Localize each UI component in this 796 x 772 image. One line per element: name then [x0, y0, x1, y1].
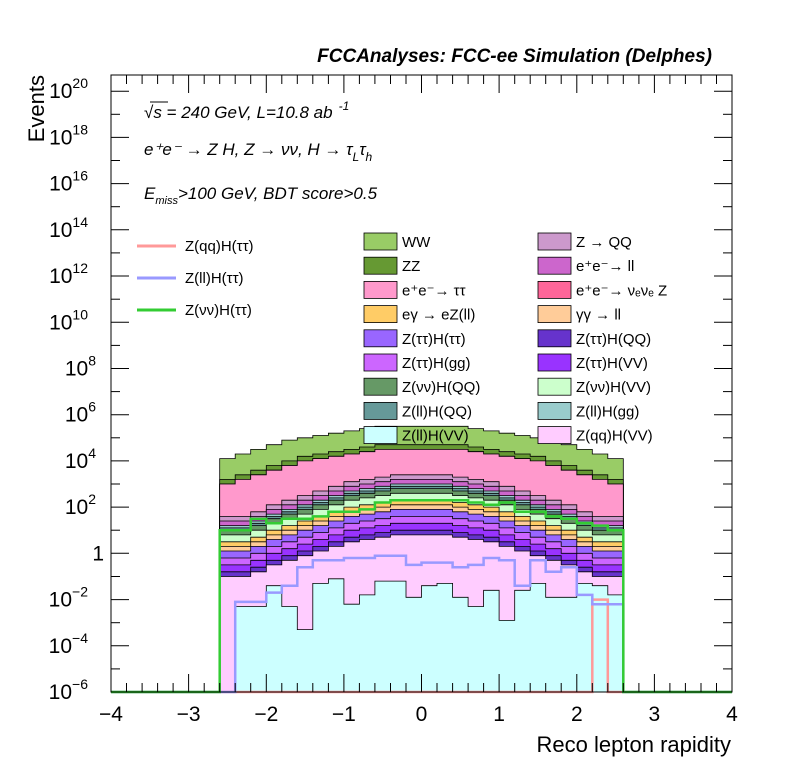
x-axis-label: Reco lepton rapidity — [537, 732, 731, 757]
legend-swatch — [537, 232, 572, 251]
legend-label: Z(ll)H(VV) — [402, 428, 469, 445]
svg-text:√s = 240 GeV, L=10.8 ab-1: √s = 240 GeV, L=10.8 ab -1 — [144, 99, 349, 122]
legend-signal-label: Z(νν)H(ττ) — [185, 302, 252, 319]
annotation-tau1-sub: L — [353, 150, 360, 164]
legend-label: e⁺e⁻→ νₑνₑ Z — [576, 282, 667, 299]
svg-text:Emiss>100 GeV, BDT score>0.5: Emiss>100 GeV, BDT score>0.5 — [144, 184, 378, 207]
y-tick-label: 1 — [92, 542, 104, 565]
line-z-ll-h — [111, 554, 732, 694]
legend-swatch — [537, 426, 572, 445]
x-tick-label: 2 — [571, 703, 583, 726]
legend-label: Z(ττ)H(VV) — [576, 355, 648, 372]
legend-label: Z(νν)H(VV) — [576, 379, 651, 396]
legend-label: Z(ll)H(QQ) — [402, 403, 472, 420]
legend-label: Z(qq)H(VV) — [576, 428, 653, 445]
y-tick-label: 10−2 — [49, 584, 89, 612]
y-tick-label: 1014 — [49, 214, 88, 242]
x-tick-label: −4 — [99, 703, 123, 726]
legend-signal: Z(qq)H(ττ) Z(ll)H(ττ) Z(νν)H(ττ) — [137, 238, 254, 319]
legend-swatch — [363, 232, 398, 251]
x-tick-label: −2 — [254, 703, 278, 726]
x-tick-label: 1 — [493, 703, 505, 726]
legend-swatch — [363, 377, 398, 396]
annotation-cut-text: >100 GeV, BDT score>0.5 — [178, 184, 378, 203]
legend-label: Z(ττ)H(ττ) — [402, 331, 466, 348]
legend-swatch — [363, 426, 398, 445]
legend-label: Z(ττ)H(gg) — [402, 355, 471, 372]
y-tick-label: 102 — [65, 491, 96, 519]
y-tick-label: 104 — [65, 445, 96, 473]
y-tick-label: 108 — [65, 353, 96, 381]
legend-label: Z(νν)H(QQ) — [402, 379, 480, 396]
legend-swatch — [363, 353, 398, 372]
stack-layer — [219, 425, 624, 693]
legend-label: eγ → eZ(ll) — [402, 307, 475, 324]
y-tick-label: 10−6 — [49, 676, 89, 704]
legend-swatch — [537, 377, 572, 396]
stack-z-ll-h-vv — [219, 578, 624, 693]
x-tick-label: 0 — [416, 703, 428, 726]
legend-label: e⁺e⁻→ ll — [576, 258, 634, 275]
y-tick-label: 1016 — [49, 168, 88, 196]
legend-swatch — [363, 329, 398, 348]
y-tick-label: 1020 — [49, 75, 88, 103]
legend-backgrounds: WW ZZ e⁺e⁻→ ττ eγ → eZ(ll) Z(ττ)H(ττ) Z(ττ)H(… — [363, 232, 667, 445]
annotation-block: √s = 240 GeV, L=10.8 ab -1 e⁺e⁻ → Z H, Z … — [144, 99, 378, 207]
legend-label: γγ → ll — [576, 307, 621, 324]
legend-swatch — [363, 280, 398, 299]
annotation-cut-sub: miss — [155, 195, 178, 207]
legend-swatch — [537, 353, 572, 372]
legend-swatch — [537, 329, 572, 348]
legend-swatch — [363, 401, 398, 420]
chart-title: FCCAnalyses: FCC-ee Simulation (Delphes) — [317, 46, 712, 67]
y-tick-label: 1012 — [49, 260, 88, 288]
svg-text:e⁺e⁻ → Z H, Z → νν, H → τLτh: e⁺e⁻ → Z H, Z → νν, H → τLτh — [144, 140, 373, 164]
annotation-lumi-exponent: -1 — [339, 99, 350, 113]
y-tick-label: 1010 — [49, 306, 88, 334]
x-tick-label: 4 — [726, 703, 738, 726]
y-tick-label: 10−4 — [49, 630, 89, 658]
annotation-tau2: τ — [359, 140, 367, 159]
y-tick-label: 1018 — [49, 121, 88, 149]
legend-signal-label: Z(ll)H(ττ) — [185, 270, 244, 287]
annotation-process: e⁺e⁻ → Z H, Z → νν, H → τ — [144, 140, 354, 159]
x-tick-label: 3 — [649, 703, 661, 726]
legend-swatch — [363, 305, 398, 324]
legend-label: Z → QQ — [576, 234, 632, 251]
x-tick-label: −1 — [332, 703, 356, 726]
y-axis-label: Events — [24, 75, 49, 142]
legend-swatch — [537, 401, 572, 420]
legend-swatch — [363, 256, 398, 275]
x-tick-label: −3 — [177, 703, 201, 726]
legend-label: WW — [402, 234, 431, 251]
legend-label: Z(ττ)H(QQ) — [576, 331, 651, 348]
annotation-tau2-sub: h — [366, 150, 373, 164]
legend-swatch — [537, 280, 572, 299]
legend-swatch — [537, 256, 572, 275]
annotation-cut-e: E — [144, 184, 156, 203]
annotation-energy-lumi: √s = 240 GeV, L=10.8 ab — [144, 103, 333, 122]
y-tick-label: 106 — [65, 399, 96, 427]
line-z-h — [111, 498, 732, 694]
legend-swatch — [537, 305, 572, 324]
legend-label: ZZ — [402, 258, 420, 275]
legend-signal-label: Z(qq)H(ττ) — [185, 238, 254, 255]
axis-layer: −4 −3 −2 −1 0 1 2 3 410−610−410−2110210410610810… — [49, 75, 738, 726]
legend-label: Z(ll)H(gg) — [576, 403, 639, 420]
legend-label: e⁺e⁻→ ττ — [402, 282, 466, 299]
